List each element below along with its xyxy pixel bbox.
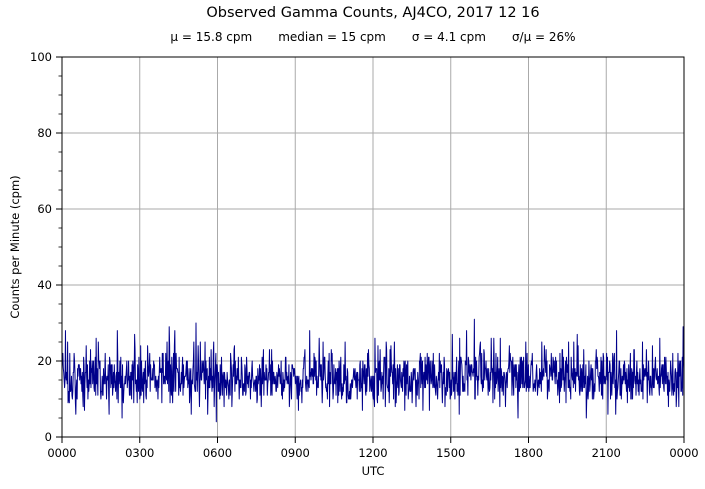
x-tick-label: 0000 [669, 446, 698, 460]
x-tick-label: 1200 [358, 446, 387, 460]
plot-area: 0 20 40 60 80 100 0000 0300 0600 0900 1200 1500 1800… [30, 50, 699, 460]
stat-mean: μ = 15.8 cpm [170, 30, 253, 44]
y-tick-label: 20 [37, 354, 52, 368]
x-tick-label: 0000 [47, 446, 76, 460]
y-tick-label: 0 [45, 430, 52, 444]
stat-sigma: σ = 4.1 cpm [411, 30, 486, 44]
stat-median: median = 15 cpm [278, 30, 386, 44]
stat-sigma-over-mu: σ/μ = 26% [511, 30, 576, 44]
y-tick-label: 100 [30, 50, 52, 64]
axis-ticks [56, 56, 685, 443]
x-tick-label: 1800 [514, 446, 543, 460]
x-tick-label: 0300 [125, 446, 154, 460]
axis-tick-labels: 0 20 40 60 80 100 0000 0300 0600 0900 1200 1500 1800… [30, 50, 699, 460]
x-axis-label: UTC [361, 464, 385, 478]
y-tick-label: 60 [37, 202, 52, 216]
y-tick-label: 80 [37, 126, 52, 140]
chart-stats-line: μ = 15.8 cpm median = 15 cpm σ = 4.1 cpm… [62, 30, 684, 45]
x-tick-label: 2100 [592, 446, 621, 460]
y-tick-label: 40 [37, 278, 52, 292]
y-axis-label: Counts per Minute (cpm) [8, 175, 22, 319]
chart-title: Observed Gamma Counts, AJ4CO, 2017 12 16 [206, 5, 540, 21]
x-tick-label: 0600 [203, 446, 232, 460]
series-line [61, 318, 685, 423]
x-tick-label: 1500 [436, 446, 465, 460]
x-tick-label: 0900 [281, 446, 310, 460]
